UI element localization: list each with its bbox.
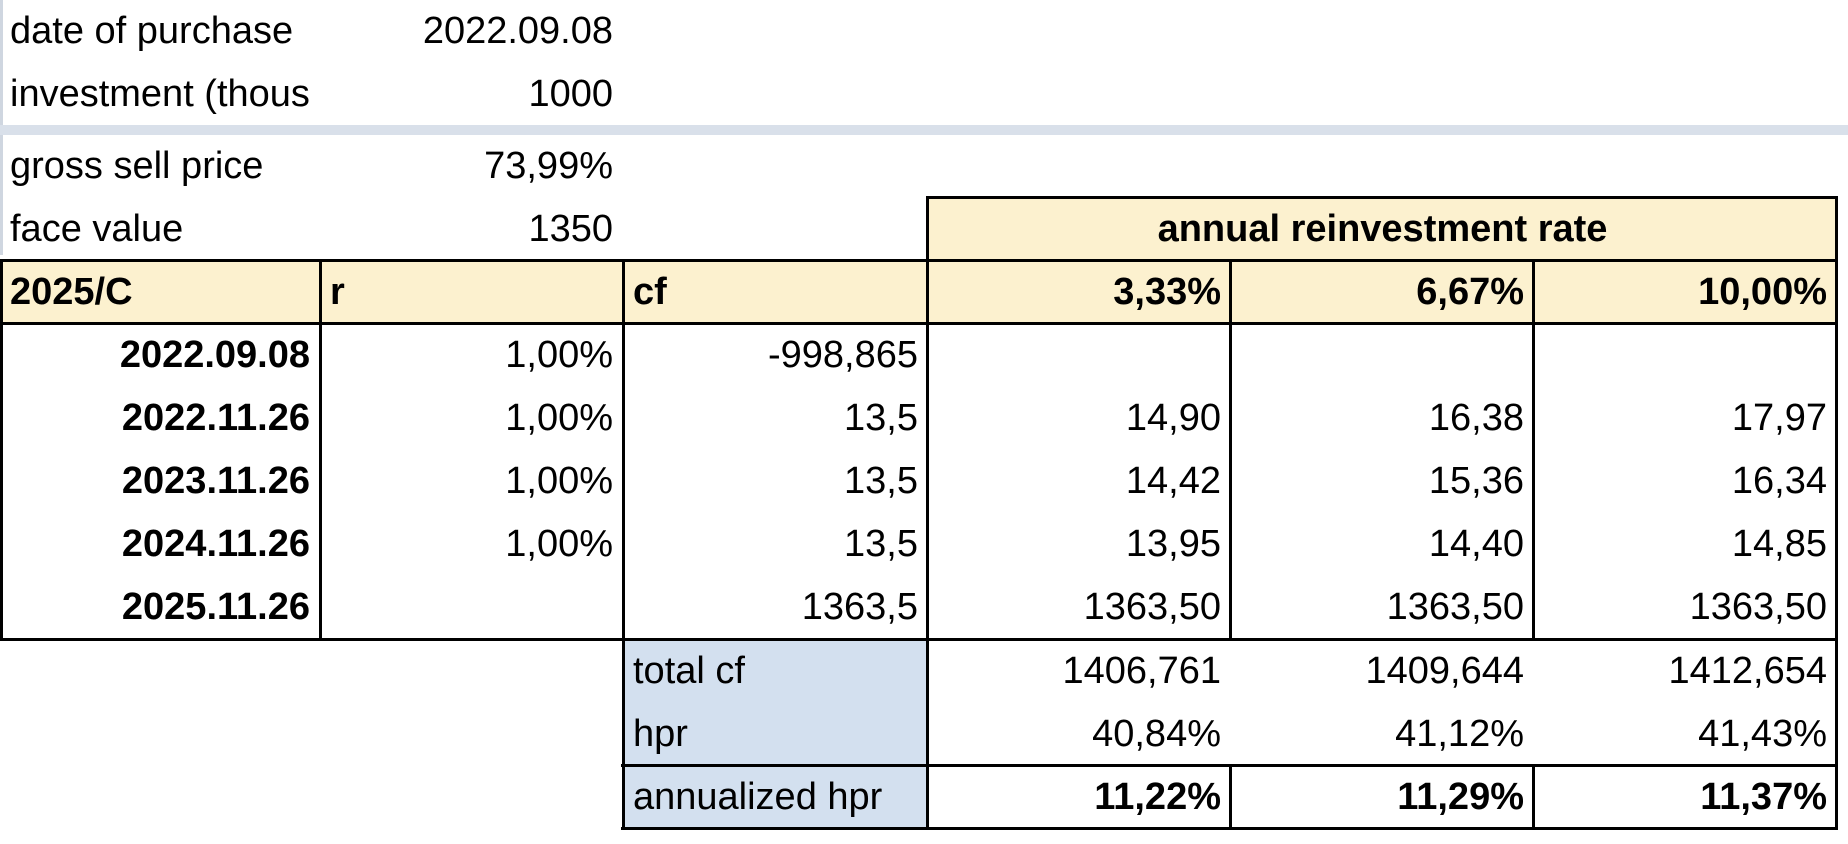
row-value-rate-1[interactable]: 1363,50 — [1083, 586, 1221, 628]
border-line — [926, 259, 929, 830]
row-r[interactable]: 1,00% — [505, 334, 613, 376]
summary-hpr-rate-2[interactable]: 41,12% — [1395, 713, 1524, 755]
border-line — [926, 196, 929, 262]
row-cf[interactable]: 13,5 — [844, 523, 918, 565]
col-header-cf[interactable]: cf — [623, 261, 928, 324]
col-header-r[interactable]: r — [320, 261, 623, 324]
border-line — [926, 196, 1838, 199]
summary-annualized-hpr-rate-3[interactable]: 11,37% — [1700, 776, 1827, 818]
row-value-rate-1[interactable] — [928, 324, 1231, 387]
summary-label-annualized-hpr[interactable]: annualized hpr — [623, 766, 928, 829]
summary-annualized-hpr-rate-2[interactable]: 11,29% — [1397, 776, 1524, 818]
summary-hpr-rate-1[interactable]: 40,84% — [1092, 713, 1221, 755]
row-cf[interactable]: 13,5 — [844, 460, 918, 502]
group-header-reinvestment-rate[interactable]: annual reinvestment rate — [928, 198, 1837, 261]
row-r[interactable]: 1,00% — [505, 460, 613, 502]
row-value-rate-1[interactable]: 13,95 — [1125, 523, 1221, 565]
row-cf[interactable]: -998,865 — [767, 334, 918, 376]
row-value-rate-2[interactable]: 1363,50 — [1386, 586, 1524, 628]
row-date[interactable]: 2022.09.08 — [119, 334, 310, 376]
row-value-rate-2[interactable] — [1231, 324, 1534, 387]
row-value-rate-1[interactable]: 14,42 — [1125, 460, 1221, 502]
row-value-rate-3[interactable]: 16,34 — [1731, 460, 1827, 502]
sheet-left-edge — [0, 135, 3, 255]
border-line — [1532, 259, 1535, 641]
row-date[interactable]: 2025.11.26 — [121, 586, 310, 628]
row-value-rate-3[interactable]: 17,97 — [1731, 397, 1827, 439]
summary-total-cf-rate-1[interactable]: 1406,761 — [1062, 650, 1222, 692]
row-value-rate-2[interactable]: 15,36 — [1428, 460, 1524, 502]
row-value-rate-2[interactable]: 14,40 — [1428, 523, 1524, 565]
row-r[interactable]: 1,00% — [505, 523, 613, 565]
value-face-value[interactable]: 1350 — [528, 208, 613, 250]
row-value-rate-1[interactable]: 14,90 — [1125, 397, 1221, 439]
value-gross-sell-price[interactable]: 73,99% — [484, 145, 613, 187]
value-investment[interactable]: 1000 — [528, 73, 613, 115]
label-gross-sell-price[interactable]: gross sell price — [10, 145, 264, 187]
row-date[interactable]: 2022.11.26 — [121, 397, 310, 439]
col-header-rate-2[interactable]: 6,67% — [1231, 261, 1534, 324]
row-r[interactable] — [320, 576, 623, 639]
col-header-rate-3[interactable]: 10,00% — [1534, 261, 1837, 324]
summary-hpr-rate-3[interactable]: 41,43% — [1698, 713, 1827, 755]
border-line — [1532, 764, 1535, 830]
row-date[interactable]: 2023.11.26 — [121, 460, 310, 502]
row-value-rate-3[interactable]: 1363,50 — [1689, 586, 1827, 628]
row-date[interactable]: 2024.11.26 — [121, 523, 310, 565]
label-investment[interactable]: investment (thous — [10, 73, 310, 115]
row-cf[interactable]: 13,5 — [844, 397, 918, 439]
row-r[interactable]: 1,00% — [505, 397, 613, 439]
summary-annualized-hpr-rate-1[interactable]: 11,22% — [1094, 776, 1221, 818]
border-line — [1835, 196, 1838, 830]
summary-total-cf-rate-3[interactable]: 1412,654 — [1668, 650, 1828, 692]
row-value-rate-2[interactable]: 16,38 — [1428, 397, 1524, 439]
border-line — [0, 322, 1838, 325]
border-line — [0, 259, 3, 641]
summary-label-total-cf[interactable]: total cf — [623, 640, 928, 703]
border-line — [1229, 764, 1232, 830]
label-date-of-purchase[interactable]: date of purchase — [10, 10, 294, 52]
summary-label-hpr[interactable]: hpr — [623, 703, 928, 766]
border-line — [622, 259, 625, 830]
label-face-value[interactable]: face value — [10, 208, 184, 250]
border-line — [0, 259, 1838, 262]
col-header-rate-1[interactable]: 3,33% — [928, 261, 1231, 324]
row-value-rate-3[interactable] — [1534, 324, 1837, 387]
border-line — [1229, 259, 1232, 641]
sheet-left-edge — [0, 0, 3, 125]
col-header-date[interactable]: 2025/C — [0, 261, 320, 324]
border-line — [0, 638, 1838, 641]
value-date-of-purchase[interactable]: 2022.09.08 — [422, 10, 613, 52]
summary-total-cf-rate-2[interactable]: 1409,644 — [1365, 650, 1525, 692]
frozen-row-divider — [0, 125, 1848, 135]
row-cf[interactable]: 1363,5 — [801, 586, 918, 628]
border-line — [319, 259, 322, 641]
row-value-rate-3[interactable]: 14,85 — [1731, 523, 1827, 565]
